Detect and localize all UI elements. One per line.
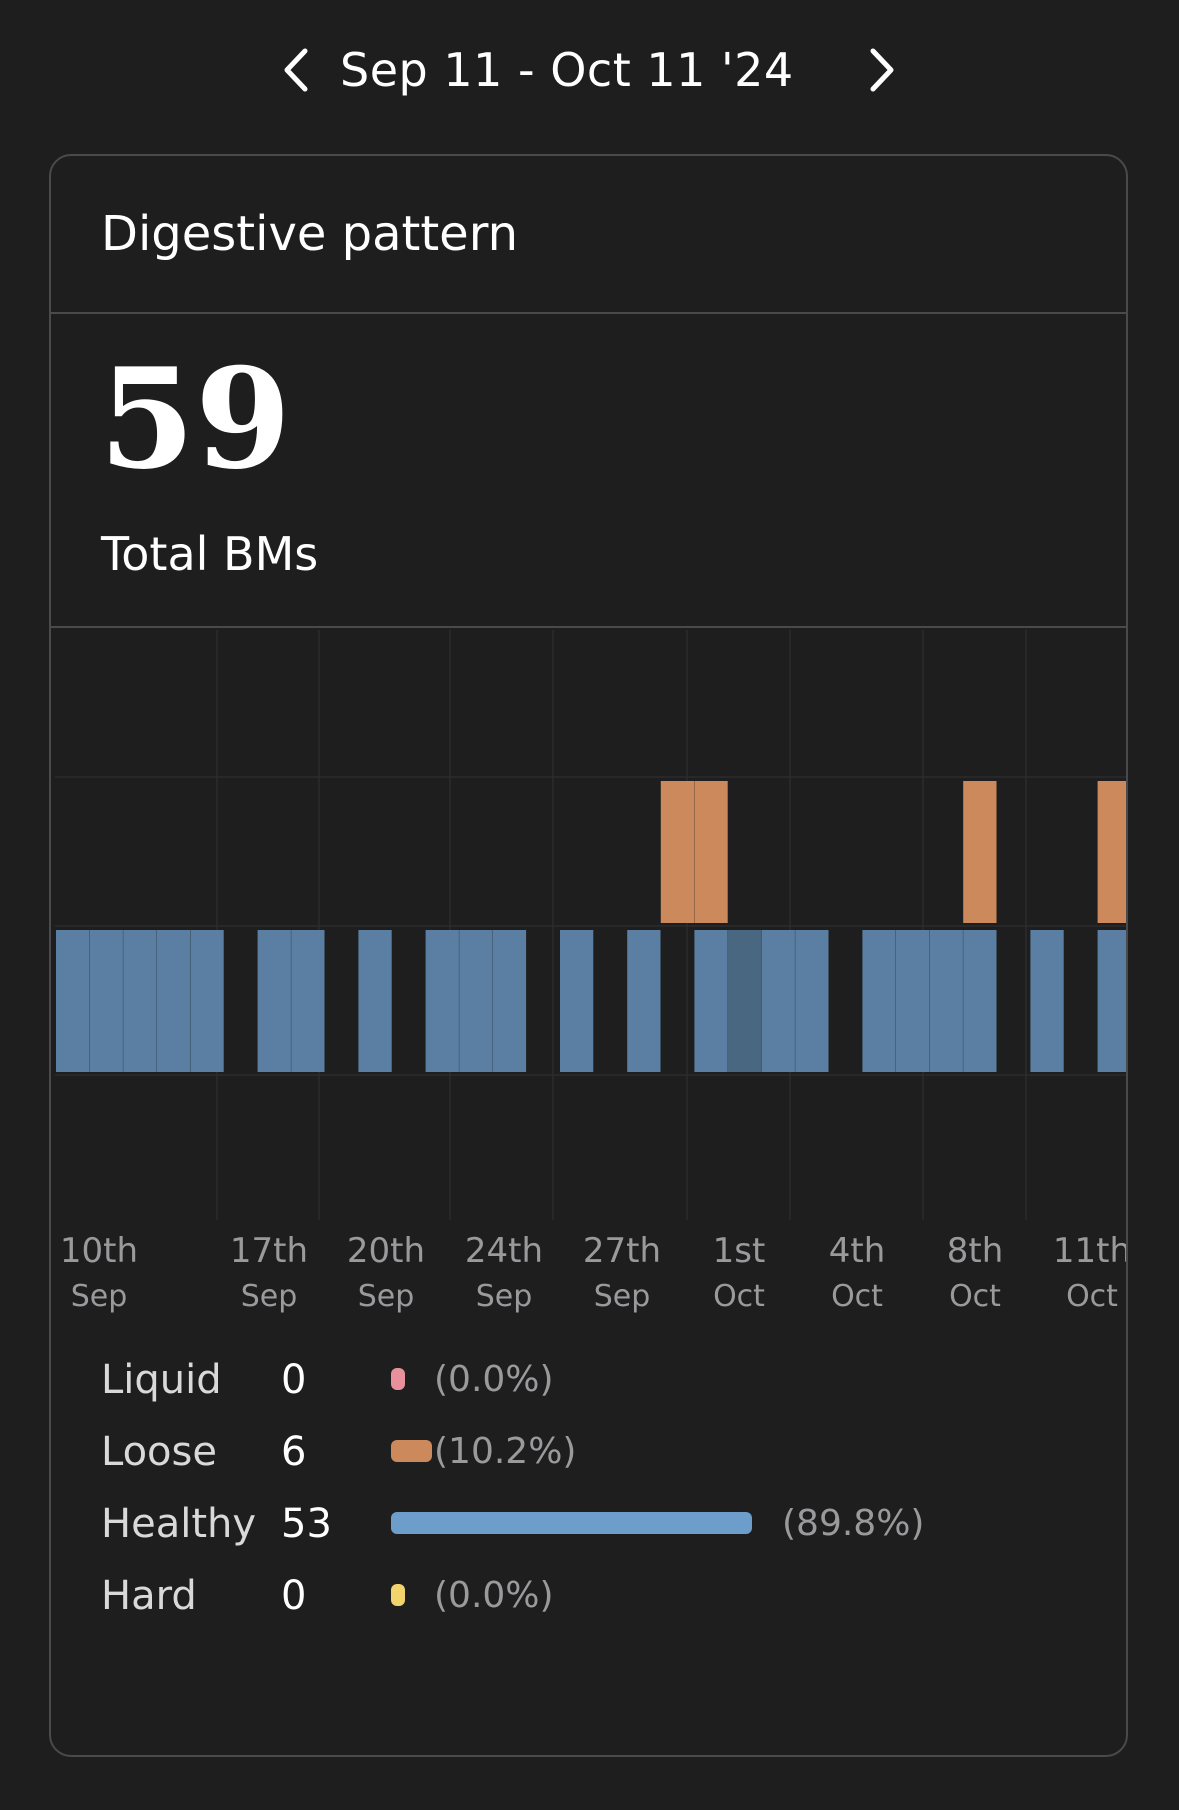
x-tick-month: Sep [358, 1279, 415, 1314]
legend-percentage: (10.2%) [434, 1431, 577, 1472]
legend-row-loose: Loose 6 (10.2%) [101, 1424, 1101, 1480]
bar-healthy [257, 930, 291, 1072]
x-tick-day: 1st [713, 1231, 766, 1271]
bar-healthy [963, 930, 997, 1072]
bar-loose [694, 781, 728, 923]
bar-loose [660, 781, 695, 923]
legend-percentage: (89.8%) [782, 1503, 925, 1544]
bar-healthy [56, 930, 90, 1072]
x-tick-day: 8th [947, 1231, 1004, 1271]
x-tick-month: Sep [594, 1279, 651, 1314]
bar-healthy [929, 930, 963, 1072]
bar-loose [963, 781, 997, 923]
legend-count: 0 [281, 1357, 307, 1403]
x-tick-month: Oct [1066, 1279, 1118, 1314]
x-tick-day: 4th [829, 1231, 886, 1271]
card-header: Digestive pattern [51, 156, 1126, 314]
bar-healthy [694, 930, 728, 1072]
digestive-pattern-card: Digestive pattern 59 Total BMs 10th Sep 17… [49, 154, 1128, 1757]
bar-healthy [492, 930, 527, 1072]
bar-healthy [190, 930, 224, 1072]
legend-row-liquid: Liquid 0 (0.0%) [101, 1352, 1101, 1408]
date-navigator: Sep 11 - Oct 11 '24 [0, 0, 1179, 140]
bar-healthy [560, 930, 594, 1072]
bar-healthy [862, 930, 896, 1072]
bar-healthy [425, 930, 459, 1072]
legend-percentage: (0.0%) [434, 1575, 554, 1616]
bar-healthy [358, 930, 392, 1072]
total-count: 59 [99, 337, 292, 500]
x-tick-day: 17th [230, 1231, 308, 1271]
bar-healthy [761, 930, 795, 1072]
total-label: Total BMs [101, 527, 319, 581]
legend-label: Hard [101, 1573, 197, 1619]
bar-loose [1097, 781, 1126, 923]
x-tick-month: Sep [71, 1279, 128, 1314]
legend-count: 0 [281, 1573, 307, 1619]
legend-count: 53 [281, 1501, 332, 1547]
digestive-bar-chart: 10th Sep 17th Sep 20th Sep 24th Sep 27th Sep 1st Oc… [55, 630, 1128, 1314]
date-range-label: Sep 11 - Oct 11 '24 [340, 43, 794, 97]
next-period-button[interactable] [852, 40, 912, 100]
x-tick-month: Sep [476, 1279, 533, 1314]
bar-healthy [627, 930, 661, 1072]
legend-count: 6 [281, 1429, 307, 1475]
bar-healthy [896, 930, 930, 1072]
x-tick-month: Oct [831, 1279, 883, 1314]
chevron-left-icon [284, 48, 308, 92]
legend-percentage: (0.0%) [434, 1359, 554, 1400]
previous-period-button[interactable] [266, 40, 326, 100]
legend-bar [391, 1512, 752, 1534]
legend-bar [391, 1584, 405, 1606]
bar-healthy [156, 930, 191, 1072]
x-tick-month: Oct [949, 1279, 1001, 1314]
bar-healthy [728, 930, 762, 1072]
card-title: Digestive pattern [101, 206, 519, 262]
bar-healthy [1030, 930, 1064, 1072]
chevron-right-icon [870, 48, 894, 92]
legend-bar [391, 1368, 405, 1390]
total-section: 59 Total BMs [51, 314, 1126, 628]
legend-label: Healthy [101, 1501, 257, 1547]
bar-healthy [795, 930, 829, 1072]
x-tick-day: 27th [583, 1231, 661, 1271]
x-tick-month: Sep [241, 1279, 298, 1314]
legend-bar [391, 1440, 432, 1462]
bar-healthy [89, 930, 123, 1072]
legend-label: Liquid [101, 1357, 222, 1403]
x-tick-month: Oct [713, 1279, 765, 1314]
bar-healthy [123, 930, 157, 1072]
bar-healthy [291, 930, 325, 1072]
x-tick-day: 24th [465, 1231, 543, 1271]
legend-row-hard: Hard 0 (0.0%) [101, 1568, 1101, 1624]
x-tick-day: 10th [60, 1231, 138, 1271]
x-tick-day: 20th [347, 1231, 425, 1271]
legend-label: Loose [101, 1429, 217, 1475]
bar-healthy [459, 930, 493, 1072]
legend-row-healthy: Healthy 53 (89.8%) [101, 1496, 1101, 1552]
bar-healthy [1097, 930, 1126, 1072]
x-tick-day: 11th [1053, 1231, 1128, 1271]
